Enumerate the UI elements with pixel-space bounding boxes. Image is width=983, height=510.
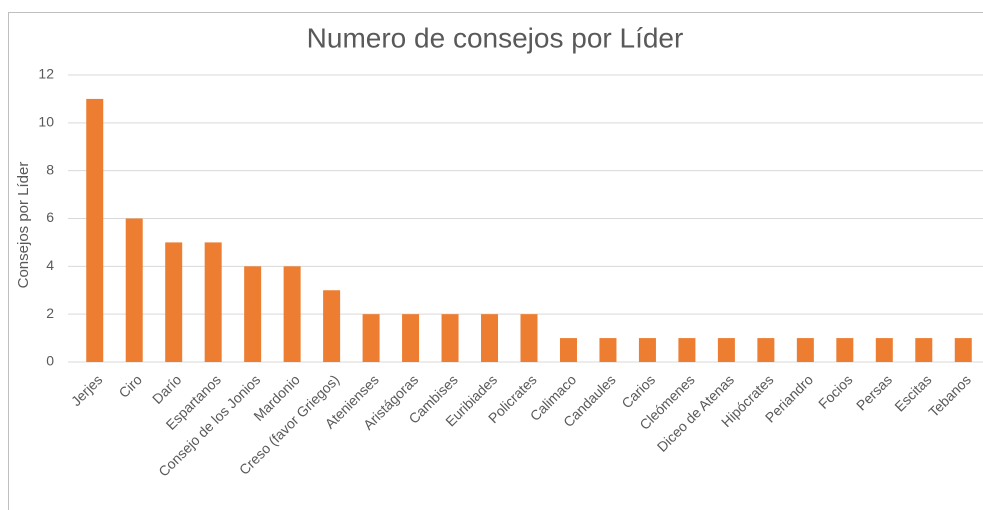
bar	[362, 314, 380, 362]
y-tick-label: 10	[38, 114, 54, 130]
bar	[125, 218, 143, 362]
bar	[481, 314, 499, 362]
y-tick-label: 8	[46, 161, 54, 177]
bar	[757, 338, 775, 362]
bar	[915, 338, 933, 362]
y-tick-label: 4	[46, 257, 54, 273]
bar	[599, 338, 617, 362]
y-axis-label: Consejos por Líder	[15, 162, 32, 289]
bar	[638, 338, 656, 362]
y-tick-label: 12	[38, 66, 54, 82]
chart-border	[8, 12, 983, 510]
bar	[402, 314, 420, 362]
y-tick-label: 2	[46, 305, 54, 321]
chart-title: Numero de consejos por Líder	[307, 22, 684, 53]
x-tick-label: Focios	[815, 371, 855, 411]
bar	[204, 242, 222, 362]
bar	[323, 290, 341, 362]
x-tick-label: Tebanos	[925, 371, 974, 420]
bar	[875, 338, 893, 362]
y-tick-label: 0	[46, 353, 54, 369]
bar	[441, 314, 459, 362]
bar	[520, 314, 538, 362]
bar	[678, 338, 696, 362]
bar	[283, 266, 301, 362]
bar	[244, 266, 262, 362]
x-tick-label: Ciro	[115, 371, 145, 401]
bar	[836, 338, 854, 362]
x-tick-label: Darío	[149, 371, 185, 407]
bar	[165, 242, 183, 362]
bar	[796, 338, 814, 362]
bar	[717, 338, 735, 362]
bar	[559, 338, 577, 362]
bar	[86, 98, 104, 363]
x-tick-label: Persas	[853, 371, 895, 413]
x-tick-label: Jerjes	[68, 371, 106, 409]
bar	[954, 338, 972, 362]
y-tick-label: 6	[46, 209, 54, 225]
